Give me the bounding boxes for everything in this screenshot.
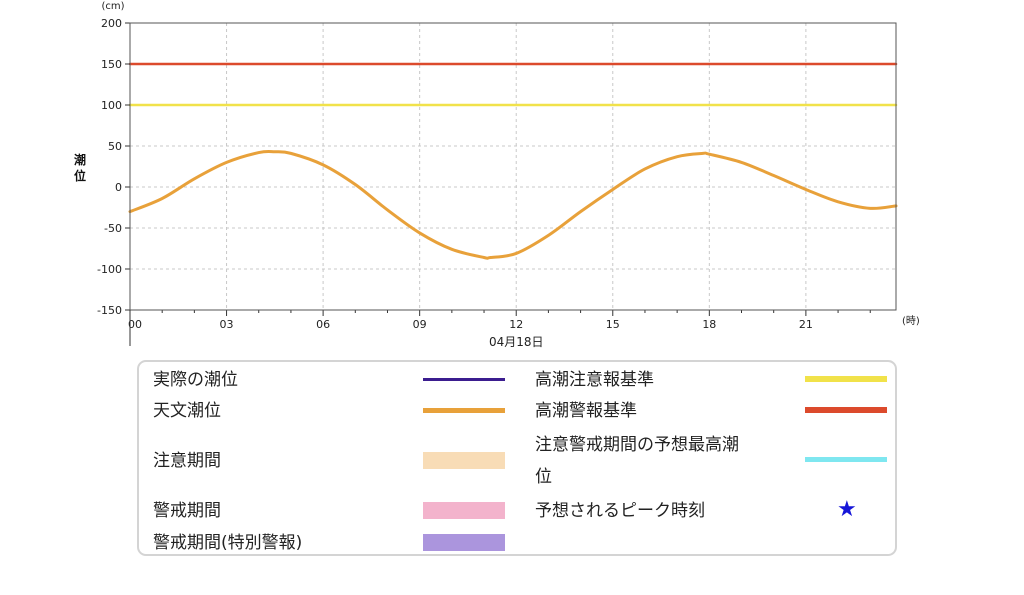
y-tick-label: -100 [97,263,122,276]
x-tick-label: 00 [128,318,142,331]
y-axis-label-char: 潮 [74,152,86,167]
y-tick-label: 0 [115,181,122,194]
legend-swatch-special-warning-period [423,534,505,551]
x-tick-label: 18 [702,318,716,331]
x-tick-label: 21 [799,318,813,331]
legend-label-actual-tide: 実際の潮位 [153,370,238,390]
plot-area [130,23,896,310]
y-tick-label: 100 [101,99,122,112]
legend-swatch-warning-period [423,502,505,519]
legend-label-high-tide-advisory-level: 高潮注意報基準 [535,370,654,390]
y-axis-unit: (cm) [101,1,124,12]
series-line-0 [128,149,898,260]
legend-label-predicted-max-tide-cont: 位 [535,467,552,487]
y-axis-label: 潮位 [74,152,86,183]
x-tick-label: 03 [220,318,234,331]
date-label: 04月18日 [489,335,544,349]
legend-label-astronomical-tide: 天文潮位 [153,401,221,421]
legend-label-special-warning-period: 警戒期間(特別警報) [153,533,303,553]
y-axis-label-char: 位 [74,168,86,183]
x-axis-unit: (時) [902,315,920,327]
x-tick-label: 12 [509,318,523,331]
y-tick-label: 50 [108,140,122,153]
y-tick-label: -50 [104,222,122,235]
x-tick-label: 15 [606,318,620,331]
legend-swatch-actual-tide [423,378,505,381]
legend-label-predicted-max-tide: 注意警戒期間の予想最高潮 [535,435,739,455]
y-tick-label: 200 [101,17,122,30]
legend-swatch-predicted-max-tide [805,457,887,462]
legend-swatch-caution-period [423,452,505,469]
x-tick-label: 09 [413,318,427,331]
legend-swatch-high-tide-advisory-level [805,376,887,382]
legend-swatch-high-tide-warning-level [805,407,887,413]
y-tick-label: -150 [97,304,122,317]
legend-label-warning-period: 警戒期間 [153,501,221,521]
legend-label-high-tide-warning-level: 高潮警報基準 [535,401,637,421]
legend-label-caution-period: 注意期間 [153,451,221,471]
x-tick-label: 06 [316,318,330,331]
plot-frame [129,22,897,311]
y-tick-label: 150 [101,58,122,71]
legend-label-predicted-peak-time: 予想されるピーク時刻 [535,501,705,521]
legend: 実際の潮位 天文潮位 注意期間 警戒期間 警戒期間(特別警報) 高潮注意報基準 … [137,360,897,556]
legend-swatch-astronomical-tide [423,408,505,413]
star-icon: ★ [837,497,857,522]
